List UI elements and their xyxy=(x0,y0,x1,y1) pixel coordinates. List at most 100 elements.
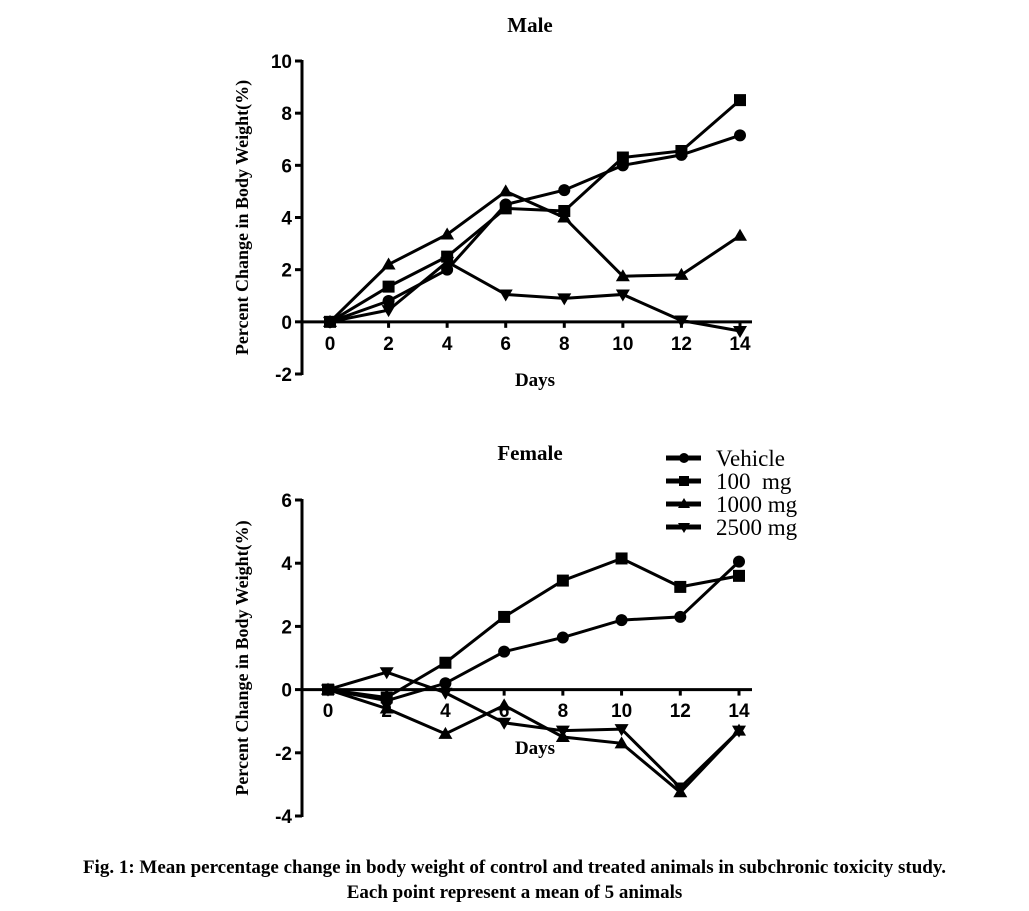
x-tick-label: 0 xyxy=(323,701,334,722)
data-point xyxy=(438,726,453,739)
legend-marker xyxy=(679,476,689,486)
data-point xyxy=(498,184,513,197)
x-tick-label: 14 xyxy=(729,334,751,355)
x-tick-label: 8 xyxy=(559,334,570,355)
legend-marker xyxy=(678,498,690,508)
data-point xyxy=(498,289,513,302)
data-point xyxy=(321,684,335,697)
y-tick-label: -4 xyxy=(275,807,292,828)
data-point xyxy=(615,269,630,282)
x-tick-label: 10 xyxy=(611,701,632,722)
data-point xyxy=(558,184,571,197)
x-tick-label: 14 xyxy=(728,701,750,722)
data-point xyxy=(497,717,512,730)
y-tick-label: 6 xyxy=(281,156,292,177)
series-line xyxy=(327,560,741,703)
x-tick-label: 4 xyxy=(442,334,453,355)
series-line xyxy=(329,98,741,324)
data-point xyxy=(616,151,629,164)
data-point xyxy=(499,202,512,215)
data-point xyxy=(380,691,393,704)
x-tick-label: 0 xyxy=(325,334,336,355)
y-tick-label: 2 xyxy=(281,261,292,282)
data-point xyxy=(382,294,395,307)
series-line xyxy=(329,133,741,324)
y-tick-label: 6 xyxy=(281,491,292,512)
y-tick-label: -2 xyxy=(275,365,292,386)
data-point xyxy=(439,677,452,690)
data-point xyxy=(381,257,396,270)
data-point xyxy=(497,698,512,711)
data-point xyxy=(438,687,453,700)
data-point xyxy=(734,129,746,142)
data-point xyxy=(439,656,452,669)
y-tick-label: 10 xyxy=(271,52,292,73)
caption-line-1: Fig. 1: Mean percentage change in body w… xyxy=(82,857,947,878)
data-point xyxy=(674,315,689,328)
data-point xyxy=(614,736,629,749)
legend-label: 2500 mg xyxy=(716,515,798,540)
data-point xyxy=(498,610,511,623)
data-point xyxy=(674,267,689,280)
y-tick-label: 0 xyxy=(281,681,292,702)
data-point xyxy=(732,725,746,738)
x-tick-label: 4 xyxy=(440,701,451,722)
data-point xyxy=(615,614,628,627)
data-point xyxy=(674,610,687,623)
data-point xyxy=(615,552,628,565)
legend-label: 1000 mg xyxy=(716,492,798,517)
data-point xyxy=(441,263,454,276)
chart-female: Female-4-2024602468101214DaysPercent Cha… xyxy=(232,441,798,828)
y-axis-label: Percent Change in Body Weight(%) xyxy=(232,80,253,355)
y-axis-label: Percent Change in Body Weight(%) xyxy=(232,520,253,795)
data-point xyxy=(674,580,687,593)
legend-marker xyxy=(679,453,689,463)
x-tick-label: 6 xyxy=(499,701,510,722)
y-tick-label: 2 xyxy=(281,617,292,638)
chart-title: Female xyxy=(497,441,562,465)
data-point xyxy=(379,701,394,714)
caption-line-2: Each point represent a mean of 5 animals xyxy=(346,882,683,903)
data-point xyxy=(614,724,629,737)
series-line xyxy=(327,688,741,795)
x-tick-label: 6 xyxy=(500,334,511,355)
data-point xyxy=(382,280,395,293)
data-point xyxy=(555,725,570,738)
y-tick-label: 0 xyxy=(281,313,292,334)
data-point xyxy=(556,574,569,587)
legend-marker xyxy=(678,523,690,533)
data-point xyxy=(323,316,337,329)
chart-male: Male -2 0 2 4 6 8 10 0 2 4 6 8 10 12 14 Days Percent Chan… xyxy=(232,13,752,391)
series-line xyxy=(327,556,740,700)
data-point xyxy=(379,667,394,680)
data-point xyxy=(734,94,746,107)
x-axis-label: Days xyxy=(515,738,555,759)
data-point xyxy=(557,293,572,306)
y-tick-label: 4 xyxy=(281,554,292,575)
data-point xyxy=(440,256,455,269)
data-point xyxy=(498,645,511,658)
data-point xyxy=(733,228,747,241)
chart-title: Male xyxy=(507,13,552,37)
series-line xyxy=(327,670,741,790)
y-tick-label: -2 xyxy=(275,744,292,765)
x-tick-label: 10 xyxy=(612,334,633,355)
x-tick-label: 12 xyxy=(670,701,691,722)
series-line xyxy=(328,189,741,323)
data-point xyxy=(615,289,630,302)
data-point xyxy=(673,782,688,795)
legend-label: 100 mg xyxy=(716,469,792,494)
data-point xyxy=(675,144,688,157)
x-tick-label: 2 xyxy=(383,334,394,355)
x-tick-label: 12 xyxy=(671,334,692,355)
series-line xyxy=(329,260,741,333)
data-point xyxy=(556,631,569,644)
data-point xyxy=(733,569,745,582)
x-tick-label: 8 xyxy=(558,701,569,722)
data-point xyxy=(440,227,455,240)
y-tick-label: 8 xyxy=(281,104,292,125)
x-axis-label: Days xyxy=(515,370,555,391)
y-tick-label: 4 xyxy=(281,209,292,230)
data-point xyxy=(733,555,745,568)
